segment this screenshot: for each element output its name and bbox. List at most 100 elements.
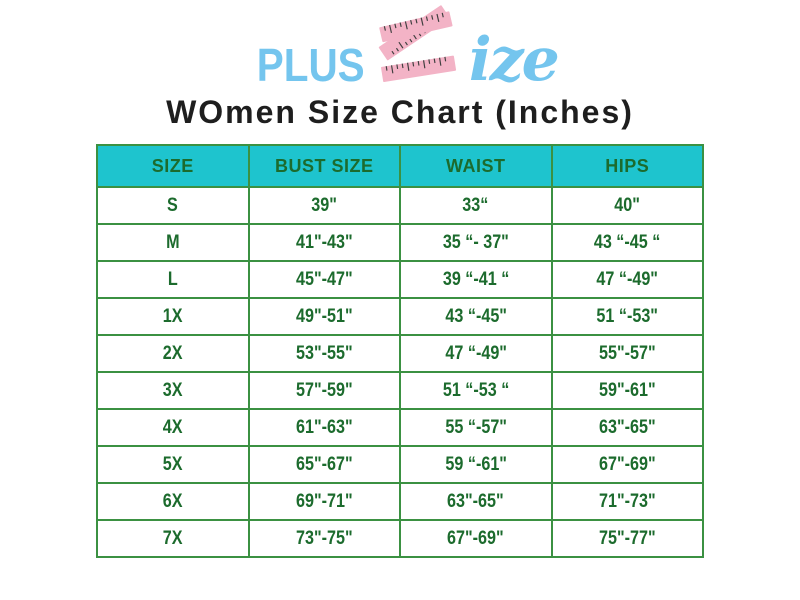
cell-text: L xyxy=(167,268,178,290)
size-cell: L xyxy=(96,260,250,299)
plus-size-logo: PLUS xyxy=(0,0,800,92)
cell-text: 47 “-49" xyxy=(596,268,659,290)
column-header-waist: WAIST xyxy=(399,144,553,188)
cell-text: S xyxy=(167,194,179,216)
table-row: 4X 61"-63" 55 “-57" 63"-65" xyxy=(96,408,704,447)
cell-text: 75"-77" xyxy=(598,527,656,549)
cell-text: 61"-63" xyxy=(295,416,353,438)
table-row: 3X 57"-59" 51 “-53 “ 59"-61" xyxy=(96,371,704,410)
size-cell: 4X xyxy=(96,408,250,447)
measurement-cell: 55 “-57" xyxy=(399,408,553,447)
cell-text: 65"-67" xyxy=(295,453,353,475)
table-row: 6X 69"-71" 63"-65" 71"-73" xyxy=(96,482,704,521)
measurement-cell: 63"-65" xyxy=(399,482,553,521)
tape-measure-s-icon xyxy=(378,5,456,82)
cell-text: 53"-55" xyxy=(295,342,353,364)
table-row: 2X 53"-55" 47 “-49" 55"-57" xyxy=(96,334,704,373)
measurement-cell: 61"-63" xyxy=(247,408,401,447)
measurement-cell: 41"-43" xyxy=(247,223,401,262)
measurement-cell: 63"-65" xyxy=(550,408,704,447)
measurement-cell: 67"-69" xyxy=(550,445,704,484)
cell-text: 43 “-45 “ xyxy=(594,231,661,253)
size-cell: 5X xyxy=(96,445,250,484)
cell-text: 67"-69" xyxy=(598,453,656,475)
cell-text: 6X xyxy=(162,490,183,512)
cell-text: 67"-69" xyxy=(447,527,505,549)
measurement-cell: 59"-61" xyxy=(550,371,704,410)
cell-text: 2X xyxy=(162,342,183,364)
logo-ize-text: ize xyxy=(468,25,560,95)
measurement-cell: 40" xyxy=(550,186,704,225)
cell-text: 55"-57" xyxy=(598,342,656,364)
measurement-cell: 73"-75" xyxy=(247,519,401,558)
measurement-cell: 53"-55" xyxy=(247,334,401,373)
measurement-cell: 75"-77" xyxy=(550,519,704,558)
measurement-cell: 59 “-61" xyxy=(399,445,553,484)
cell-text: 51 “-53" xyxy=(596,305,659,327)
cell-text: 35 “- 37" xyxy=(442,231,509,253)
size-cell: M xyxy=(96,223,250,262)
size-cell: S xyxy=(96,186,250,225)
column-header-bust-size: BUST SIZE xyxy=(247,144,401,188)
measurement-cell: 69"-71" xyxy=(247,482,401,521)
column-header-hips: HIPS xyxy=(550,144,704,188)
measurement-cell: 51 “-53 “ xyxy=(399,371,553,410)
cell-text: 69"-71" xyxy=(295,490,353,512)
header-row: SIZE BUST SIZE WAIST HIPS xyxy=(96,144,704,188)
cell-text: 3X xyxy=(162,379,183,401)
measurement-cell: 57"-59" xyxy=(247,371,401,410)
size-cell: 1X xyxy=(96,297,250,336)
measurement-cell: 45"-47" xyxy=(247,260,401,299)
cell-text: 73"-75" xyxy=(295,527,353,549)
size-cell: 3X xyxy=(96,371,250,410)
measurement-cell: 39" xyxy=(247,186,401,225)
cell-text: 43 “-45" xyxy=(444,305,507,327)
table-row: S 39" 33“ 40" xyxy=(96,186,704,225)
size-table-body: S 39" 33“ 40" M 41"-43" 35 “- 37" 43 “-45 “ L 45"… xyxy=(96,186,704,558)
measurement-cell: 43 “-45" xyxy=(399,297,553,336)
size-chart-table: SIZE BUST SIZE WAIST HIPS S 39" 33“ 40" M 41"-43… xyxy=(96,144,704,558)
cell-text: 4X xyxy=(162,416,183,438)
cell-text: 39" xyxy=(311,194,338,216)
table-row: 7X 73"-75" 67"-69" 75"-77" xyxy=(96,519,704,558)
cell-text: 5X xyxy=(162,453,183,475)
cell-text: 63"-65" xyxy=(598,416,656,438)
measurement-cell: 43 “-45 “ xyxy=(550,223,704,262)
cell-text: 59"-61" xyxy=(598,379,656,401)
cell-text: 55 “-57" xyxy=(444,416,507,438)
measurement-cell: 71"-73" xyxy=(550,482,704,521)
table-row: 5X 65"-67" 59 “-61" 67"-69" xyxy=(96,445,704,484)
measurement-cell: 49"-51" xyxy=(247,297,401,336)
measurement-cell: 67"-69" xyxy=(399,519,553,558)
measurement-cell: 51 “-53" xyxy=(550,297,704,336)
cell-text: 7X xyxy=(162,527,183,549)
cell-text: 57"-59" xyxy=(295,379,353,401)
cell-text: 41"-43" xyxy=(295,231,353,253)
cell-text: 39 “-41 “ xyxy=(442,268,509,290)
cell-text: M xyxy=(166,231,180,253)
cell-text: 33“ xyxy=(462,194,489,216)
measurement-cell: 33“ xyxy=(399,186,553,225)
measurement-cell: 35 “- 37" xyxy=(399,223,553,262)
cell-text: 51 “-53 “ xyxy=(442,379,509,401)
cell-text: 59 “-61" xyxy=(444,453,507,475)
measurement-cell: 47 “-49" xyxy=(550,260,704,299)
measurement-cell: 55"-57" xyxy=(550,334,704,373)
size-cell: 2X xyxy=(96,334,250,373)
measurement-cell: 39 “-41 “ xyxy=(399,260,553,299)
cell-text: 45"-47" xyxy=(295,268,353,290)
cell-text: 1X xyxy=(162,305,183,327)
table-row: L 45"-47" 39 “-41 “ 47 “-49" xyxy=(96,260,704,299)
measurement-cell: 47 “-49" xyxy=(399,334,553,373)
measurement-cell: 65"-67" xyxy=(247,445,401,484)
cell-text: 49"-51" xyxy=(295,305,353,327)
column-header-size: SIZE xyxy=(96,144,250,188)
size-cell: 7X xyxy=(96,519,250,558)
cell-text: 40" xyxy=(614,194,641,216)
table-row: M 41"-43" 35 “- 37" 43 “-45 “ xyxy=(96,223,704,262)
page-title: WOmen Size Chart (Inches) xyxy=(166,94,634,130)
table-header: SIZE BUST SIZE WAIST HIPS xyxy=(96,144,704,188)
table-row: 1X 49"-51" 43 “-45" 51 “-53" xyxy=(96,297,704,336)
logo-plus-text: PLUS xyxy=(256,39,365,91)
size-cell: 6X xyxy=(96,482,250,521)
